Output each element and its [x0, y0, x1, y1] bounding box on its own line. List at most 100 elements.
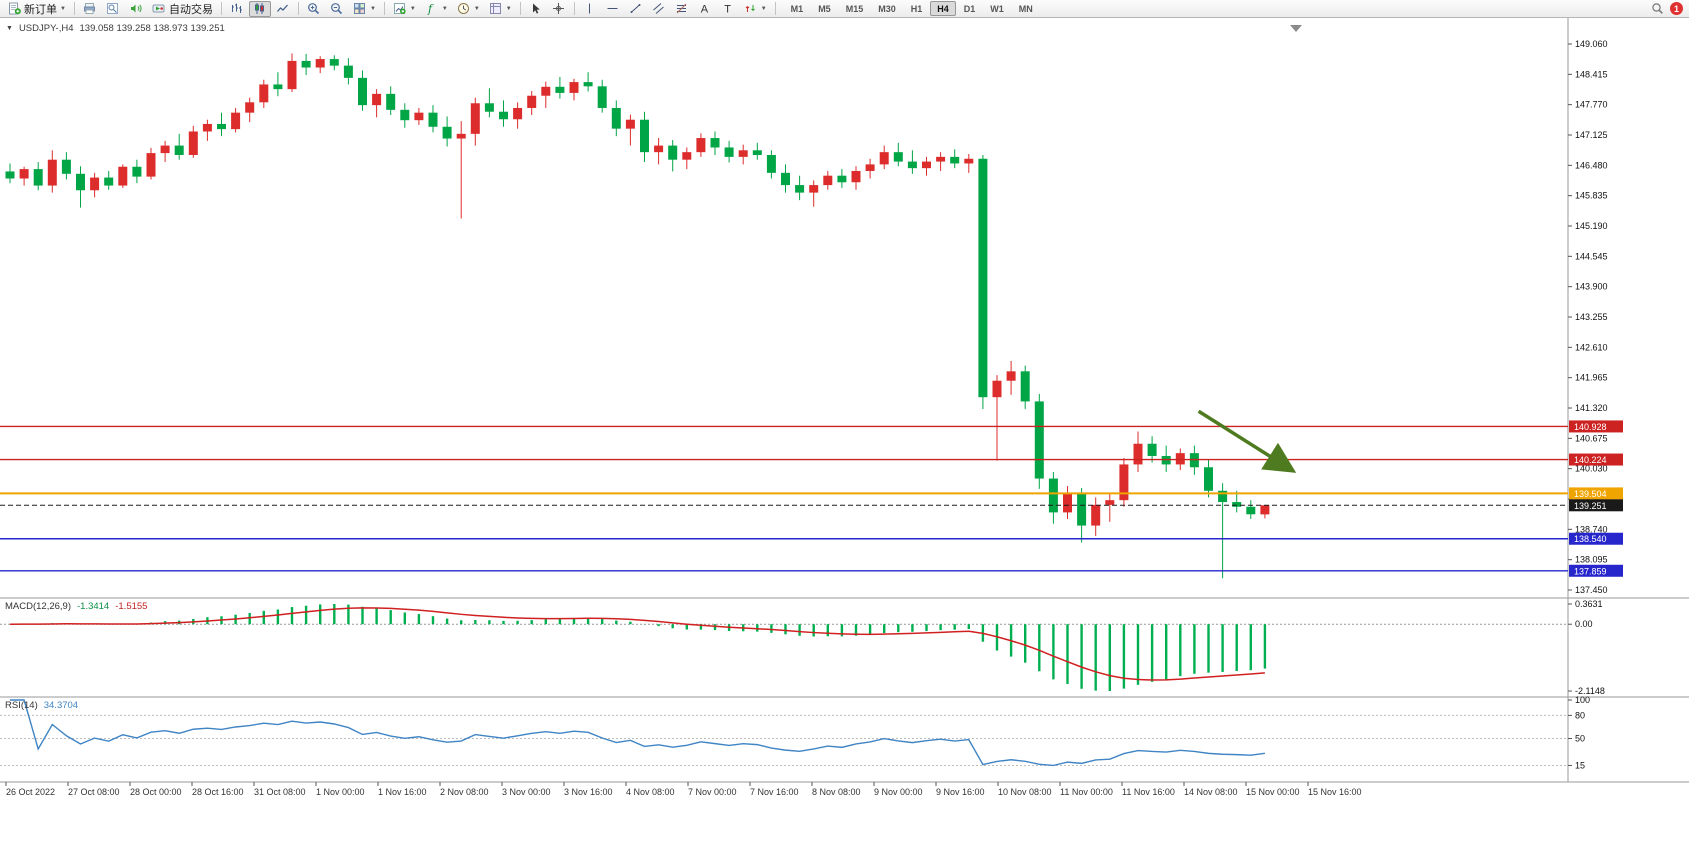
candle — [19, 166, 29, 186]
timeframe-mn-button[interactable]: MN — [1012, 1, 1040, 16]
horizontal-line-button[interactable] — [602, 1, 624, 17]
toolbar-separator — [519, 2, 521, 15]
candle — [499, 100, 508, 127]
candle — [132, 159, 142, 184]
vertical-line-icon — [583, 2, 597, 16]
time-axis-label: 7 Nov 16:00 — [750, 787, 799, 797]
tile-windows-icon — [353, 2, 367, 16]
chart-canvas: 149.060 148.415 147.770 147.125 146.480 145.8… — [0, 18, 1689, 797]
periods-button[interactable]: ▼ — [453, 1, 484, 17]
zoom-out-button[interactable] — [326, 1, 348, 17]
price-axis-label: 137.450 — [1575, 585, 1608, 595]
cursor-button[interactable] — [525, 1, 547, 17]
channel-button[interactable] — [648, 1, 670, 17]
print-preview-button[interactable] — [102, 1, 124, 17]
new-chart-button[interactable]: ▼ — [389, 1, 420, 17]
candle — [851, 166, 861, 190]
price-level-badge-label: 139.504 — [1574, 489, 1607, 499]
svg-text:T: T — [724, 4, 731, 16]
price-level-badge-label: 140.928 — [1574, 422, 1607, 432]
candle — [611, 100, 621, 137]
time-axis-label: 15 Nov 16:00 — [1308, 787, 1362, 797]
line-chart-button[interactable] — [272, 1, 294, 17]
indicators-button[interactable]: f ▼ — [421, 1, 452, 17]
trendline-button[interactable] — [625, 1, 647, 17]
price-level-badge — [1569, 453, 1623, 466]
candlestick-chart-button[interactable] — [248, 0, 271, 17]
collapse-icon[interactable]: ▼ — [6, 25, 13, 32]
chevron-down-icon: ▼ — [369, 5, 376, 12]
arrows-button[interactable]: ▼ — [740, 1, 771, 17]
toolbar: 新订单 ▼ 自动交易 — [0, 0, 1689, 18]
candle — [1204, 459, 1213, 498]
timeframe-m1-button[interactable]: M1 — [784, 1, 811, 16]
print-icon — [83, 2, 97, 16]
autotrading-button[interactable]: 自动交易 — [148, 1, 217, 17]
notification-badge[interactable]: 1 — [1670, 2, 1683, 15]
toolbar-separator — [297, 2, 299, 15]
zoom-in-button[interactable] — [303, 1, 325, 17]
price-axis-label: 138.740 — [1575, 524, 1608, 534]
arrows-icon — [744, 2, 758, 16]
candle — [1246, 500, 1256, 519]
candle — [104, 170, 114, 190]
candle — [470, 97, 480, 146]
line-chart-icon — [276, 2, 290, 16]
price-level-badge — [1569, 564, 1623, 577]
candle — [358, 70, 367, 111]
candle — [837, 169, 847, 188]
text-label-button[interactable]: T — [717, 1, 739, 17]
price-axis-label: 147.770 — [1575, 100, 1608, 110]
timeframe-w1-button[interactable]: W1 — [983, 1, 1011, 16]
timeframe-m30-button[interactable]: M30 — [871, 1, 903, 16]
autotrading-label: 自动交易 — [168, 3, 213, 16]
timeframe-h1-button[interactable]: H1 — [904, 1, 930, 16]
sounds-button[interactable] — [125, 1, 147, 17]
price-axis-label: 144.545 — [1575, 251, 1608, 261]
fibonacci-icon — [675, 2, 689, 16]
time-axis-label: 1 Nov 16:00 — [378, 787, 427, 797]
toolbar-separator — [383, 2, 385, 15]
time-axis-label: 11 Nov 00:00 — [1060, 787, 1113, 797]
candle — [823, 170, 833, 190]
candle — [174, 133, 184, 160]
time-axis-label: 1 Nov 00:00 — [316, 787, 365, 797]
macd-axis-label: -2.1148 — [1575, 686, 1605, 696]
candle — [992, 375, 1002, 461]
candle — [597, 79, 607, 113]
chevron-down-icon: ▼ — [505, 5, 512, 12]
crosshair-button[interactable] — [548, 1, 570, 17]
bar-chart-button[interactable] — [226, 1, 248, 17]
candle — [33, 162, 43, 191]
timeframe-m5-button[interactable]: M5 — [811, 1, 838, 16]
fibonacci-button[interactable] — [671, 1, 693, 17]
candle — [1161, 445, 1171, 472]
vertical-line-button[interactable] — [579, 1, 601, 17]
time-axis-label: 15 Nov 00:00 — [1246, 787, 1300, 797]
trend-arrow-annotation[interactable] — [1197, 409, 1297, 473]
tile-windows-button[interactable]: ▼ — [349, 1, 380, 17]
templates-button[interactable]: ▼ — [485, 1, 516, 17]
new-order-button[interactable]: 新订单 ▼ — [3, 1, 70, 17]
timeframe-m15-button[interactable]: M15 — [839, 1, 871, 16]
candle — [1218, 483, 1228, 579]
macd-axis-label: 0.3631 — [1575, 599, 1603, 609]
timeframe-d1-button[interactable]: D1 — [957, 1, 983, 16]
candle — [1260, 504, 1270, 519]
search-icon[interactable] — [1650, 2, 1664, 16]
candle — [555, 76, 565, 99]
chart-shift-marker[interactable] — [1290, 25, 1302, 32]
chevron-down-icon: ▼ — [760, 5, 767, 12]
text-button[interactable]: A — [694, 1, 716, 17]
ohlc-values: 139.058 139.258 138.973 139.251 — [79, 23, 225, 34]
print-button[interactable] — [79, 1, 101, 17]
candle — [273, 72, 283, 97]
candle — [1105, 492, 1115, 522]
zoom-in-icon — [307, 2, 321, 16]
new-chart-icon — [393, 2, 407, 16]
candle — [146, 147, 156, 180]
timeframe-h4-button[interactable]: H4 — [930, 1, 956, 16]
candle — [343, 58, 353, 85]
price-axis-label: 143.255 — [1575, 312, 1608, 322]
